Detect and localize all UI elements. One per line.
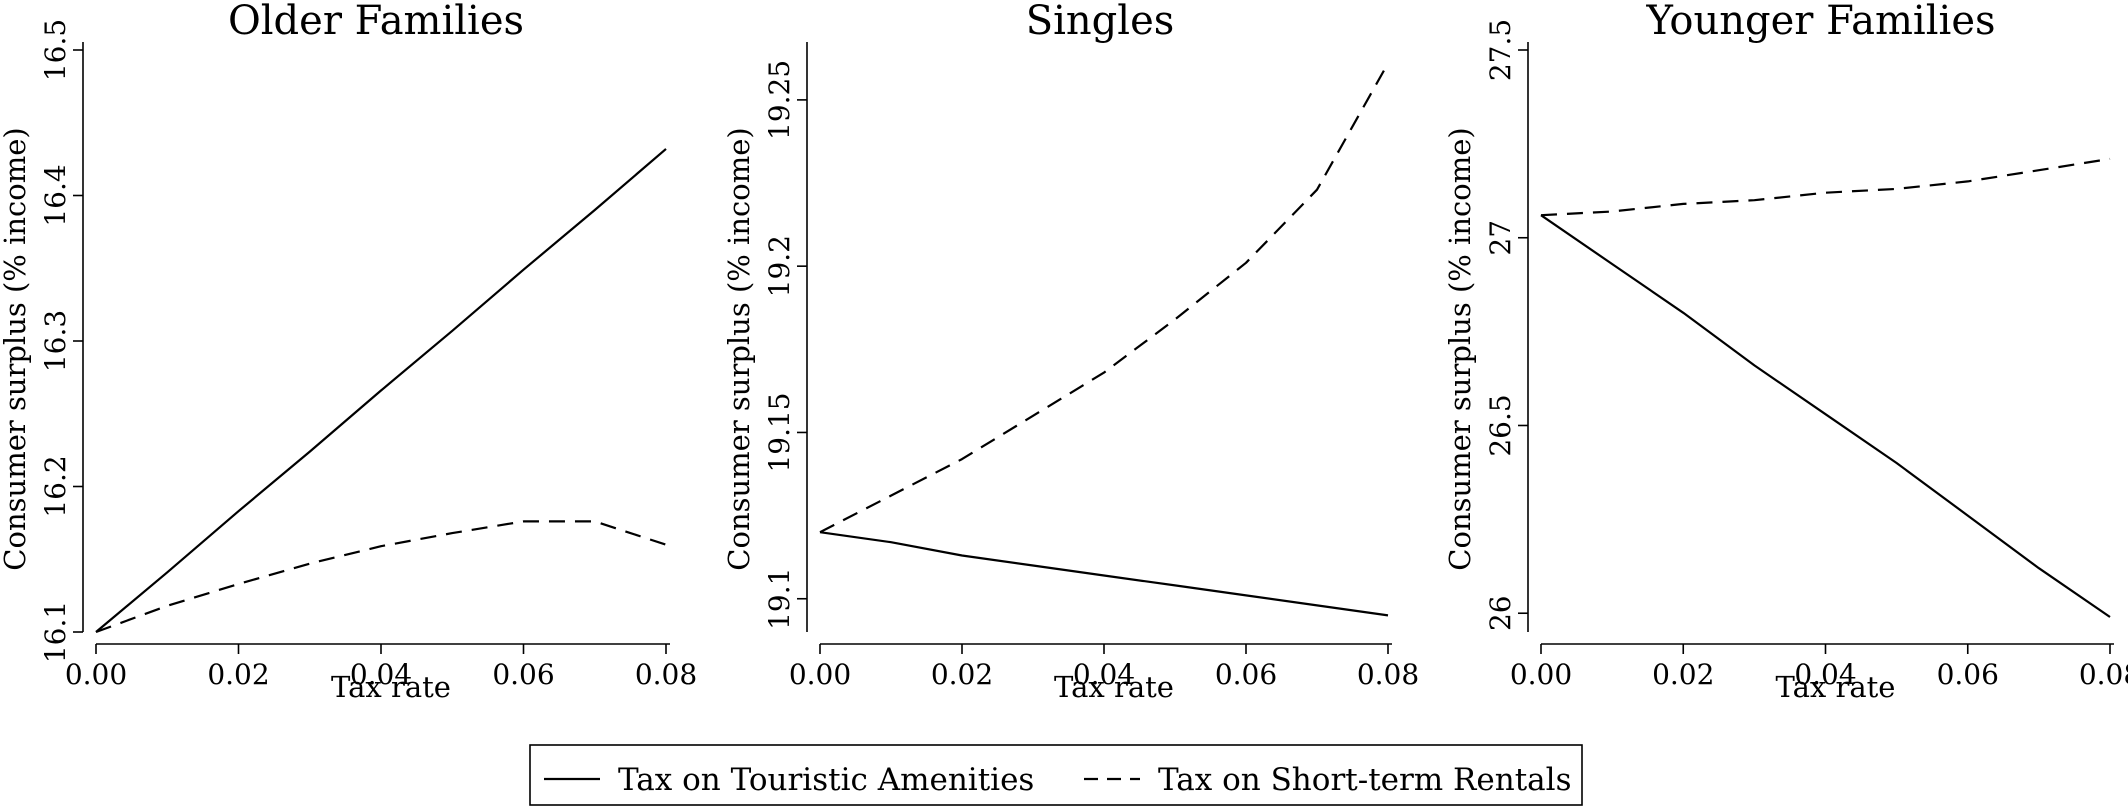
y-tick-label: 26: [1484, 595, 1517, 631]
x-tick-label: 0.04: [1794, 658, 1856, 691]
x-tick-label: 0.06: [1215, 658, 1277, 691]
legend-label-short-term-rentals: Tax on Short-term Rentals: [1158, 762, 1571, 798]
x-tick-label: 0.08: [635, 658, 697, 691]
series-line-short-term-rentals: [95, 520, 667, 634]
y-tick-label: 16.2: [39, 455, 72, 517]
series-line-touristic-amenities: [819, 531, 1389, 617]
y-tick-label: 27.5: [1484, 19, 1517, 81]
y-axis-label: Consumer surplus (% income): [722, 127, 756, 570]
x-tick-label: 0.04: [350, 658, 412, 691]
y-axis-label: Consumer surplus (% income): [0, 127, 32, 570]
x-axis-label: Tax rate: [1776, 670, 1896, 704]
series-line-touristic-amenities: [1540, 214, 2111, 618]
y-tick-label: 19.2: [763, 235, 796, 297]
y-tick-label: 19.1: [763, 568, 796, 630]
x-tick-label: 0.06: [1937, 658, 1999, 691]
panel-title: Older Families: [228, 0, 524, 44]
y-tick-label: 16.5: [39, 19, 72, 81]
legend-box: [529, 744, 1583, 806]
legend-label-touristic-amenities: Tax on Touristic Amenities: [618, 762, 1034, 798]
series-line-short-term-rentals: [1540, 157, 2111, 217]
chart-panel-3: Younger Families 26 26.5 27 27.5 0.00 0.02 0.04…: [1443, 0, 2128, 704]
chart-panel-1: Older Families 16.1 16.2 16.3 16.4 16.5 0.00 0.…: [0, 0, 697, 704]
chart-panel-2: Singles 19.1 19.15 19.2 19.25 0.00 0.02 0.04 0.0…: [722, 0, 1419, 704]
x-axis-label: Tax rate: [1054, 670, 1174, 704]
x-tick-label: 0.06: [492, 658, 554, 691]
x-tick-label: 0.00: [65, 658, 127, 691]
series-line-touristic-amenities: [95, 148, 667, 633]
y-tick-label: 16.3: [39, 310, 72, 372]
x-tick-label: 0.02: [207, 658, 269, 691]
y-tick-label: 16.1: [39, 601, 72, 663]
y-axis-label: Consumer surplus (% income): [1443, 127, 1477, 570]
x-axis-label: Tax rate: [331, 670, 451, 704]
panel-title: Singles: [1026, 0, 1175, 44]
x-tick-label: 0.02: [931, 658, 993, 691]
x-tick-label: 0.00: [1510, 658, 1572, 691]
y-tick-label: 19.25: [763, 60, 796, 140]
x-tick-label: 0.00: [789, 658, 851, 691]
y-tick-label: 27: [1484, 220, 1517, 256]
x-tick-label: 0.08: [2079, 658, 2128, 691]
x-tick-label: 0.04: [1073, 658, 1135, 691]
y-tick-label: 19.15: [763, 392, 796, 472]
y-tick-label: 26.5: [1484, 394, 1517, 456]
panel-title: Younger Families: [1645, 0, 1995, 44]
x-tick-label: 0.08: [1357, 658, 1419, 691]
legend: Tax on Touristic Amenities Tax on Short-…: [529, 744, 1583, 806]
series-line-short-term-rentals: [819, 62, 1389, 534]
y-tick-label: 16.4: [39, 164, 72, 226]
x-tick-label: 0.02: [1652, 658, 1714, 691]
